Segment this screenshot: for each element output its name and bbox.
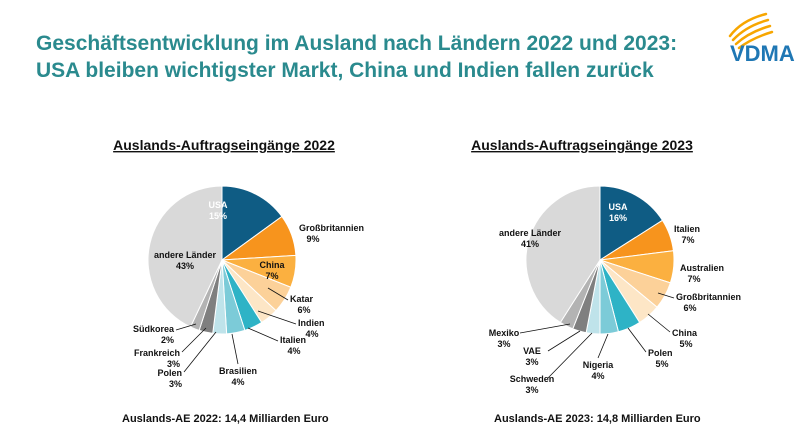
slice-label-mexiko: Mexiko xyxy=(489,328,520,338)
chart-title: Auslands-Auftragseingänge 2022 xyxy=(113,137,335,153)
slice-value-polen: 5% xyxy=(655,359,668,369)
slice-value-usa: 16% xyxy=(609,213,627,223)
slice-value-andere-laender: 41% xyxy=(521,239,539,249)
pie-slices xyxy=(147,185,297,335)
slice-label-frankreich: Frankreich xyxy=(134,348,180,358)
pie-labels: USA16%Italien7%Australien7%Großbritannie… xyxy=(489,202,741,395)
slice-value-italien: 7% xyxy=(681,235,694,245)
slice-label-katar: Katar xyxy=(290,294,314,304)
title-line-1: Geschäftsentwicklung im Ausland nach Län… xyxy=(36,32,678,55)
slice-value-schweden: 3% xyxy=(525,385,538,395)
leader-line-indien xyxy=(257,310,297,325)
slice-value-china: 5% xyxy=(679,339,692,349)
slice-label-andere-laender: andere Länder xyxy=(499,228,562,238)
leader-line-brasilien xyxy=(231,333,239,365)
slice-label-grossbritannien: Großbritannien xyxy=(299,223,364,233)
leader-line-schweden xyxy=(547,332,593,379)
page-title: Geschäftsentwicklung im Ausland nach Län… xyxy=(36,30,677,84)
pie-slice-usa xyxy=(599,185,664,261)
slice-label-polen: Polen xyxy=(157,368,182,378)
slice-label-australien: Australien xyxy=(680,263,724,273)
leader-line-mexiko xyxy=(519,323,571,334)
chart-title: Auslands-Auftragseingänge 2023 xyxy=(471,137,693,153)
leader-line-katar xyxy=(267,287,289,301)
slice-value-polen: 3% xyxy=(169,379,182,389)
pie-slice-usa xyxy=(221,185,283,261)
slice-value-australien: 7% xyxy=(687,274,700,284)
slice-label-grossbritannien: Großbritannien xyxy=(676,292,741,302)
footnote-2022: Auslands-AE 2022: 14,4 Milliarden Euro xyxy=(122,413,329,425)
slice-label-andere-laender: andere Länder xyxy=(154,250,217,260)
slice-value-suedkorea: 2% xyxy=(161,335,174,345)
slice-label-italien: Italien xyxy=(674,224,700,234)
leader-line-suedkorea xyxy=(175,323,197,331)
slice-label-suedkorea: Südkorea xyxy=(133,324,175,334)
slice-label-italien: Italien xyxy=(280,335,306,345)
slice-value-katar: 6% xyxy=(297,305,310,315)
leader-line-grossbritannien xyxy=(657,292,675,299)
pie-slice-andere-laender xyxy=(525,185,601,324)
slice-label-indien: Indien xyxy=(298,318,325,328)
slice-value-grossbritannien: 9% xyxy=(306,234,319,244)
slice-label-usa: USA xyxy=(208,200,228,210)
slice-value-vae: 3% xyxy=(525,357,538,367)
title-line-2: USA bleiben wichtigster Markt, China und… xyxy=(36,59,654,82)
slice-label-brasilien: Brasilien xyxy=(219,366,257,376)
slice-label-schweden: Schweden xyxy=(510,374,555,384)
slice-value-nigeria: 4% xyxy=(591,371,604,381)
slice-value-indien: 4% xyxy=(305,329,318,339)
slice-label-vae: VAE xyxy=(523,346,541,356)
slice-value-frankreich: 3% xyxy=(167,359,180,369)
chart-2022: Auslands-Auftragseingänge 2022 USA 15% Gro… xyxy=(36,128,406,428)
slice-value-grossbritannien: 6% xyxy=(683,303,696,313)
leader-line-polen xyxy=(627,327,647,353)
vdma-logo: VDMA xyxy=(690,6,800,76)
footnote-2023: Auslands-AE 2023: 14,8 Milliarden Euro xyxy=(494,413,701,425)
slice-label-china: China xyxy=(672,328,698,338)
slice-value-italien: 4% xyxy=(287,346,300,356)
pie-slices xyxy=(525,185,675,335)
slice-value-andere-laender: 43% xyxy=(176,261,194,271)
logo-text: VDMA xyxy=(730,41,795,66)
slice-label-usa: USA xyxy=(608,202,628,212)
chart-2023: Auslands-Auftragseingänge 2023 USA 16% Ita… xyxy=(412,128,782,428)
leader-line-china xyxy=(647,313,671,333)
slice-label-nigeria: Nigeria xyxy=(583,360,615,370)
leader-line-polen xyxy=(183,331,217,373)
leader-line-nigeria xyxy=(597,333,609,359)
leader-line-vae xyxy=(547,330,581,352)
pie-slice-andere-laender xyxy=(147,185,223,328)
leader-line-italien xyxy=(247,327,279,342)
slice-label-polen: Polen xyxy=(648,348,673,358)
slice-value-brasilien: 4% xyxy=(231,377,244,387)
leader-line-frankreich xyxy=(181,327,207,353)
slice-value-china: 7% xyxy=(265,271,278,281)
slice-label-china: China xyxy=(259,260,285,270)
slice-value-usa: 15% xyxy=(209,211,227,221)
slice-value-mexiko: 3% xyxy=(497,339,510,349)
